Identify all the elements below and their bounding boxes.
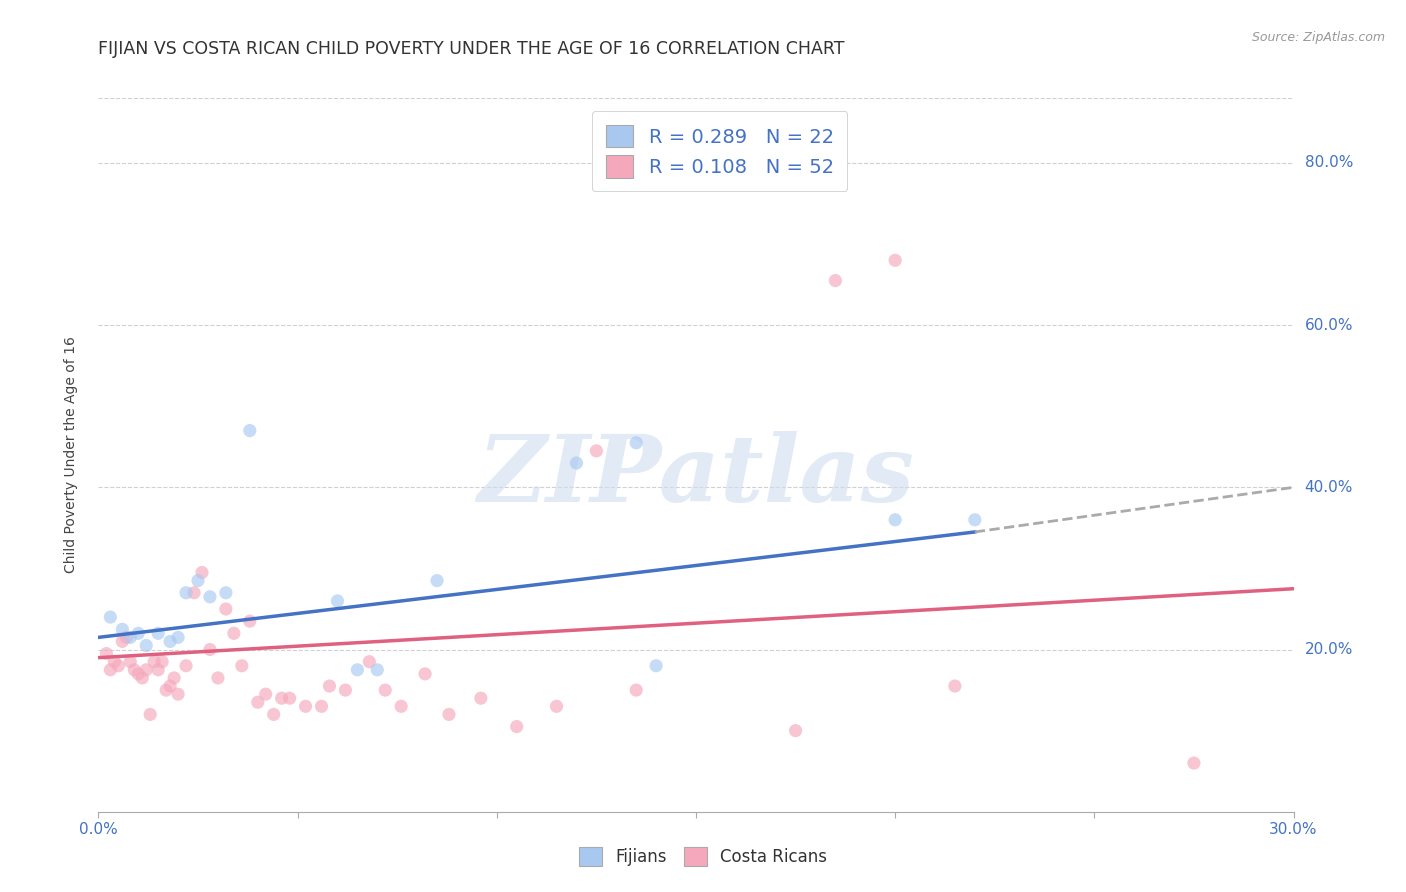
Text: Source: ZipAtlas.com: Source: ZipAtlas.com bbox=[1251, 31, 1385, 45]
Point bbox=[585, 443, 607, 458]
Point bbox=[246, 695, 269, 709]
Point bbox=[198, 590, 221, 604]
Point bbox=[326, 594, 349, 608]
Point bbox=[98, 663, 122, 677]
Point bbox=[645, 658, 668, 673]
Point bbox=[824, 274, 846, 288]
Point bbox=[413, 666, 436, 681]
Point bbox=[294, 699, 316, 714]
Legend: R = 0.289   N = 22, R = 0.108   N = 52: R = 0.289 N = 22, R = 0.108 N = 52 bbox=[592, 112, 848, 191]
Point bbox=[124, 663, 146, 677]
Point bbox=[346, 663, 368, 677]
Point bbox=[254, 687, 277, 701]
Point bbox=[183, 586, 205, 600]
Point bbox=[311, 699, 333, 714]
Point bbox=[198, 642, 221, 657]
Point bbox=[278, 691, 301, 706]
Point bbox=[187, 574, 209, 588]
Point bbox=[159, 634, 181, 648]
Point bbox=[470, 691, 492, 706]
Point bbox=[135, 663, 157, 677]
Point bbox=[239, 614, 262, 628]
Point bbox=[215, 586, 238, 600]
Text: ZIPatlas: ZIPatlas bbox=[478, 432, 914, 521]
Point bbox=[963, 513, 986, 527]
Point bbox=[131, 671, 153, 685]
Point bbox=[506, 720, 529, 734]
Point bbox=[546, 699, 568, 714]
Point bbox=[159, 679, 181, 693]
Point bbox=[239, 424, 262, 438]
Point bbox=[163, 671, 186, 685]
Point bbox=[884, 513, 907, 527]
Text: 20.0%: 20.0% bbox=[1305, 642, 1353, 657]
Point bbox=[222, 626, 245, 640]
Point bbox=[127, 626, 149, 640]
Point bbox=[120, 631, 142, 645]
Point bbox=[167, 631, 190, 645]
Point bbox=[884, 253, 907, 268]
Point bbox=[437, 707, 460, 722]
Point bbox=[215, 602, 238, 616]
Point bbox=[359, 655, 381, 669]
Point bbox=[263, 707, 285, 722]
Text: FIJIAN VS COSTA RICAN CHILD POVERTY UNDER THE AGE OF 16 CORRELATION CHART: FIJIAN VS COSTA RICAN CHILD POVERTY UNDE… bbox=[98, 40, 845, 58]
Point bbox=[148, 626, 170, 640]
Point bbox=[389, 699, 412, 714]
Legend: Fijians, Costa Ricans: Fijians, Costa Ricans bbox=[571, 838, 835, 875]
Point bbox=[148, 663, 170, 677]
Point bbox=[150, 655, 173, 669]
Point bbox=[565, 456, 588, 470]
Point bbox=[624, 683, 647, 698]
Y-axis label: Child Poverty Under the Age of 16: Child Poverty Under the Age of 16 bbox=[63, 336, 77, 574]
Point bbox=[174, 658, 197, 673]
Point bbox=[191, 566, 214, 580]
Point bbox=[115, 631, 138, 645]
Text: 40.0%: 40.0% bbox=[1305, 480, 1353, 495]
Point bbox=[785, 723, 807, 738]
Text: 60.0%: 60.0% bbox=[1305, 318, 1353, 333]
Point bbox=[139, 707, 162, 722]
Point bbox=[127, 666, 149, 681]
Text: 80.0%: 80.0% bbox=[1305, 155, 1353, 170]
Point bbox=[374, 683, 396, 698]
Point bbox=[111, 622, 134, 636]
Point bbox=[155, 683, 177, 698]
Point bbox=[103, 655, 125, 669]
Point bbox=[943, 679, 966, 693]
Point bbox=[135, 639, 157, 653]
Point bbox=[231, 658, 253, 673]
Point bbox=[120, 655, 142, 669]
Point bbox=[98, 610, 122, 624]
Point bbox=[270, 691, 292, 706]
Point bbox=[111, 634, 134, 648]
Point bbox=[107, 658, 129, 673]
Point bbox=[366, 663, 388, 677]
Point bbox=[318, 679, 340, 693]
Point bbox=[426, 574, 449, 588]
Point bbox=[1182, 756, 1205, 770]
Point bbox=[167, 687, 190, 701]
Point bbox=[174, 586, 197, 600]
Point bbox=[143, 655, 166, 669]
Point bbox=[624, 435, 647, 450]
Point bbox=[96, 647, 118, 661]
Point bbox=[207, 671, 229, 685]
Point bbox=[335, 683, 357, 698]
